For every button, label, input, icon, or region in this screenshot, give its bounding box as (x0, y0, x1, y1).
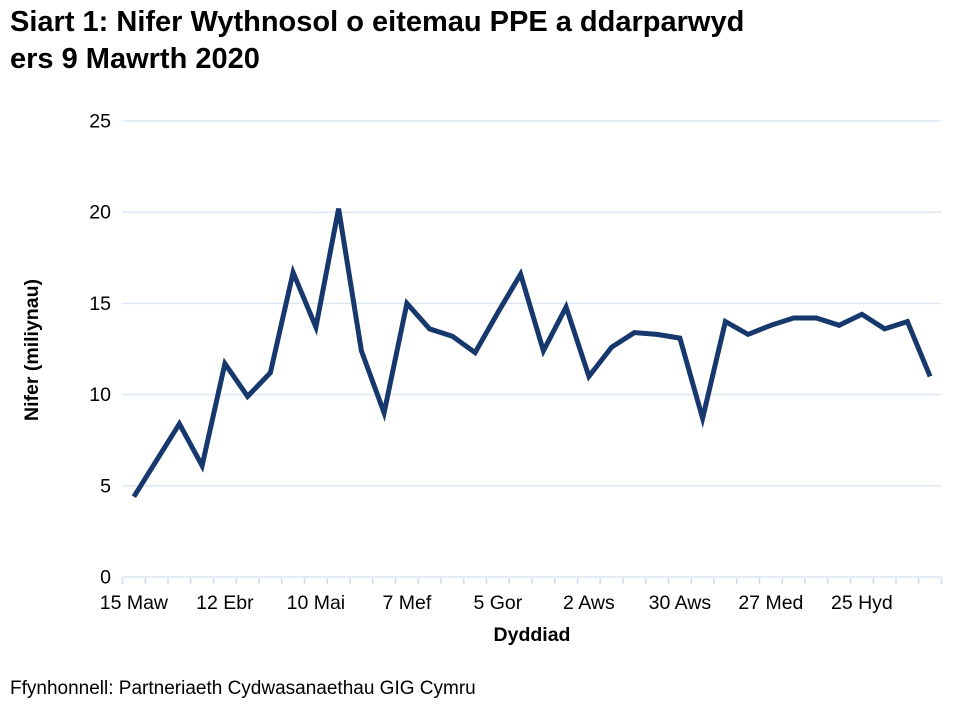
source-note: Ffynhonnell: Partneriaeth Cydwasanaethau… (10, 678, 476, 699)
x-tick-label: 5 Gor (473, 592, 522, 614)
y-tick-label: 20 (89, 202, 111, 224)
y-tick-label: 25 (89, 111, 111, 133)
data-line-series (131, 208, 933, 499)
x-axis-title: Dyddiad (494, 624, 571, 646)
x-tick-label: 12 Ebr (196, 592, 254, 614)
y-tick-label: 10 (89, 384, 111, 406)
x-tick-label: 7 Mef (382, 592, 431, 614)
x-tick-label: 2 Aws (563, 592, 615, 614)
y-axis-title: Nifer (miliynau) (21, 279, 43, 421)
y-tick-label: 5 (100, 475, 111, 497)
chart-title-line-1: Siart 1: Nifer Wythnosol o eitemau PPE a… (10, 6, 745, 38)
x-tick-label: 15 Maw (100, 592, 169, 614)
y-tick-label: 0 (100, 567, 111, 589)
x-tick-label: 25 Hyd (831, 592, 893, 614)
x-tick-label: 27 Med (738, 592, 803, 614)
chart-title-line-2: ers 9 Mawrth 2020 (10, 43, 260, 75)
chart-title: Siart 1: Nifer Wythnosol o eitemau PPE a… (10, 4, 930, 78)
y-tick-label: 15 (89, 293, 111, 315)
x-tick-label: 30 Aws (649, 592, 712, 614)
x-tick-label: 10 Mai (287, 592, 346, 614)
